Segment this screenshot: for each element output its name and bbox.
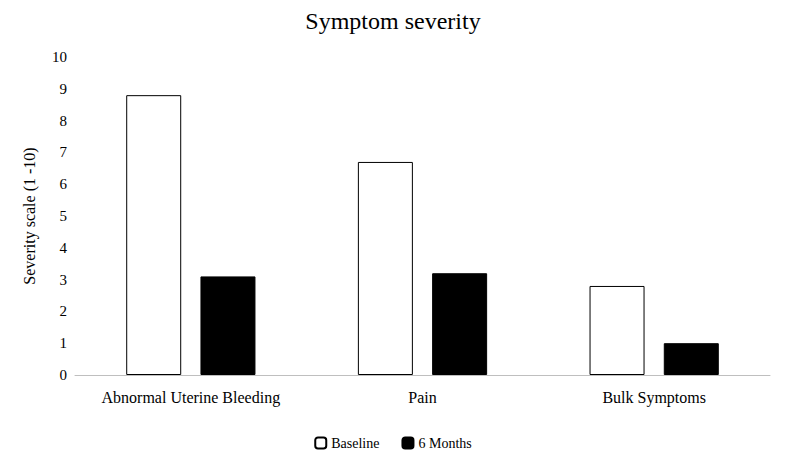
- svg-text:8: 8: [60, 113, 68, 129]
- svg-text:10: 10: [52, 49, 67, 65]
- svg-text:Abnormal Uterine Bleeding: Abnormal Uterine Bleeding: [102, 389, 281, 407]
- svg-text:6: 6: [60, 176, 68, 192]
- svg-text:1: 1: [60, 335, 68, 351]
- svg-text:9: 9: [60, 81, 68, 97]
- svg-text:Baseline: Baseline: [331, 436, 379, 451]
- svg-text:7: 7: [60, 144, 68, 160]
- svg-text:4: 4: [60, 240, 68, 256]
- svg-text:Severity scale (1 -10): Severity scale (1 -10): [21, 147, 39, 284]
- svg-text:5: 5: [60, 208, 68, 224]
- svg-text:Symptom severity: Symptom severity: [305, 8, 480, 34]
- svg-text:3: 3: [60, 272, 68, 288]
- svg-text:6 Months: 6 Months: [418, 436, 471, 451]
- svg-text:Bulk Symptoms: Bulk Symptoms: [602, 389, 706, 407]
- svg-text:Pain: Pain: [408, 389, 436, 406]
- svg-text:2: 2: [60, 303, 68, 319]
- svg-text:0: 0: [60, 367, 68, 383]
